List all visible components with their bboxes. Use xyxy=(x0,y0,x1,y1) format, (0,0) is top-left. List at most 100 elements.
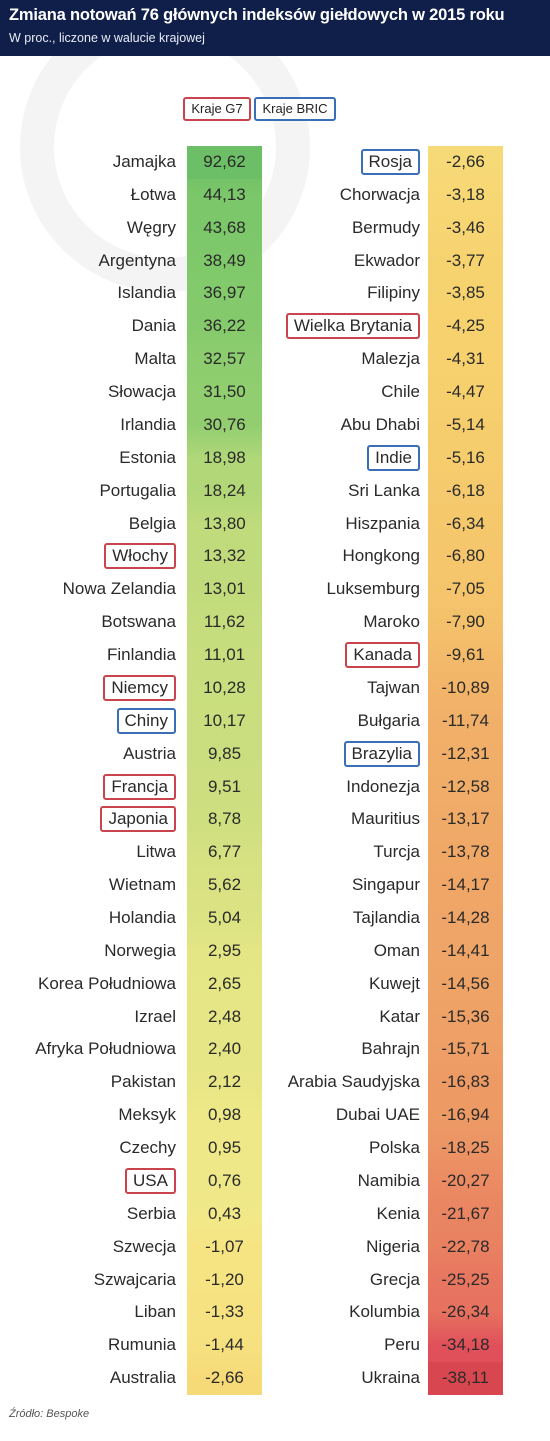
table-row: Afryka Południowa 2,40 xyxy=(0,1033,550,1065)
country-name: Czechy xyxy=(119,1138,176,1158)
table-row: Arabia Saudyjska -16,83 xyxy=(0,1066,550,1098)
country-name: Bahrajn xyxy=(361,1039,420,1059)
value-label: -7,05 xyxy=(446,579,485,599)
value-label: 31,50 xyxy=(203,382,246,402)
country-name: Irlandia xyxy=(120,414,176,434)
table-row: Ukraina -38,11 xyxy=(0,1362,550,1394)
table-row: Chiny 10,17 xyxy=(0,705,550,737)
table-row: Botswana 11,62 xyxy=(0,606,550,638)
value-label: -21,67 xyxy=(441,1203,490,1223)
table-row: Argentyna 38,49 xyxy=(0,245,550,277)
table-row: Nowa Zelandia 13,01 xyxy=(0,573,550,605)
value-label: 38,49 xyxy=(203,250,246,270)
table-row: Hiszpania -6,34 xyxy=(0,508,550,540)
value-label: -14,17 xyxy=(441,875,490,895)
table-row: Grecja -25,25 xyxy=(0,1264,550,1296)
value-label: -1,33 xyxy=(205,1302,244,1322)
value-label: 18,98 xyxy=(203,447,246,467)
value-label: -15,71 xyxy=(441,1039,490,1059)
table-row: Rumunia -1,44 xyxy=(0,1329,550,1361)
country-name: Hiszpania xyxy=(345,513,420,533)
value-label: -4,31 xyxy=(446,349,485,369)
top-value-highlight xyxy=(187,146,262,179)
table-row: Chile -4,47 xyxy=(0,376,550,408)
value-label: 11,01 xyxy=(203,645,246,665)
value-label: -16,83 xyxy=(441,1072,490,1092)
country-name: Izrael xyxy=(134,1006,176,1026)
country-name: Estonia xyxy=(119,447,176,467)
table-row: Serbia 0,43 xyxy=(0,1198,550,1230)
country-name: Turcja xyxy=(373,842,420,862)
country-name: Afryka Południowa xyxy=(35,1039,176,1059)
country-name: Węgry xyxy=(126,217,176,237)
table-row: Pakistan 2,12 xyxy=(0,1066,550,1098)
country-name: Belgia xyxy=(128,513,176,533)
value-label: 11,62 xyxy=(203,612,246,632)
left-value-column xyxy=(187,146,262,1395)
table-row: Malta 32,57 xyxy=(0,343,550,375)
value-label: 9,51 xyxy=(207,776,242,796)
table-row: Francja 9,51 xyxy=(0,771,550,803)
country-name: Abu Dhabi xyxy=(340,414,420,434)
table-row: Indonezja -12,58 xyxy=(0,771,550,803)
table-row: Łotwa 44,13 xyxy=(0,179,550,211)
table-row: Liban -1,33 xyxy=(0,1296,550,1328)
value-label: -1,07 xyxy=(205,1236,244,1256)
chart-subtitle: W proc., liczone w walucie krajowej xyxy=(9,31,205,45)
country-name: Indie xyxy=(367,444,420,471)
table-row: Irlandia 30,76 xyxy=(0,409,550,441)
right-value-column xyxy=(428,146,503,1395)
country-name: Tajwan xyxy=(367,677,420,697)
country-name: Singapur xyxy=(351,875,420,895)
country-name: Szwajcaria xyxy=(93,1269,176,1289)
country-name: Korea Południowa xyxy=(38,973,176,993)
country-name: Norwegia xyxy=(104,940,176,960)
country-name: Chile xyxy=(381,382,420,402)
country-name: Portugalia xyxy=(99,480,176,500)
value-label: -10,89 xyxy=(441,677,490,697)
table-row: Katar -15,36 xyxy=(0,1001,550,1033)
value-label: -3,85 xyxy=(446,283,485,303)
value-label: 2,95 xyxy=(207,940,242,960)
value-label: -13,17 xyxy=(441,809,490,829)
value-label: -7,90 xyxy=(446,612,485,632)
table-row: Jamajka 92,62 xyxy=(0,146,550,178)
value-label: -25,25 xyxy=(441,1269,490,1289)
country-name: Tajlandia xyxy=(352,908,420,927)
value-label: 0,76 xyxy=(207,1170,242,1190)
table-row: Norwegia 2,95 xyxy=(0,935,550,967)
table-row: Japonia 8,78 xyxy=(0,803,550,835)
table-row: Kuwejt -14,56 xyxy=(0,968,550,1000)
table-row: Kolumbia -26,34 xyxy=(0,1296,550,1328)
table-row: Chorwacja -3,18 xyxy=(0,179,550,211)
table-row: Hongkong -6,80 xyxy=(0,540,550,572)
value-label: 30,76 xyxy=(203,414,246,434)
value-label: 36,97 xyxy=(203,283,246,303)
table-row: Węgry 43,68 xyxy=(0,212,550,244)
value-label: 2,48 xyxy=(207,1006,242,1026)
country-name: Hongkong xyxy=(342,546,420,566)
value-label: 36,22 xyxy=(203,316,246,336)
country-name: Francja xyxy=(103,773,176,800)
country-name: Oman xyxy=(373,940,420,960)
country-name: Jamajka xyxy=(112,152,176,171)
table-row: Portugalia 18,24 xyxy=(0,475,550,507)
table-row: Bułgaria -11,74 xyxy=(0,705,550,737)
value-label: 44,13 xyxy=(203,184,246,204)
table-row: Sri Lanka -6,18 xyxy=(0,475,550,507)
value-label: -2,66 xyxy=(205,1368,244,1388)
value-label: -13,78 xyxy=(441,842,490,862)
country-name: Kenia xyxy=(376,1203,420,1223)
country-name: Peru xyxy=(384,1335,420,1355)
table-row: Holandia 5,04 xyxy=(0,902,550,934)
table-row: Brazylia -12,31 xyxy=(0,738,550,770)
country-name: Ekwador xyxy=(353,250,420,270)
value-label: 5,62 xyxy=(207,875,242,895)
table-row: Korea Południowa 2,65 xyxy=(0,968,550,1000)
country-name: Finlandia xyxy=(107,645,176,665)
table-row: Filipiny -3,85 xyxy=(0,277,550,309)
value-label: -12,31 xyxy=(441,743,490,763)
table-row: Kanada -9,61 xyxy=(0,639,550,671)
table-row: Słowacja 31,50 xyxy=(0,376,550,408)
value-label: 9,85 xyxy=(207,743,242,763)
